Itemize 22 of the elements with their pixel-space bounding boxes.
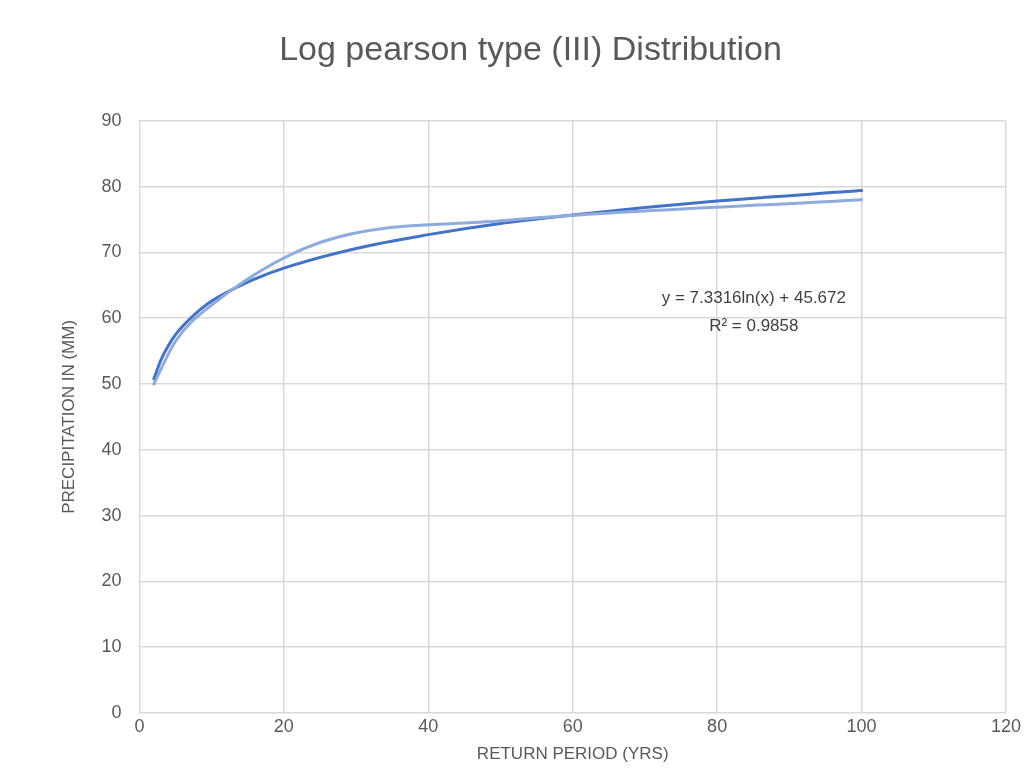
annotation: y = 7.3316ln(x) + 45.672 bbox=[661, 288, 846, 308]
y-tick-label: 60 bbox=[101, 307, 122, 328]
x-axis-title: RETURN PERIOD (YRS) bbox=[476, 744, 669, 764]
x-tick-label: 120 bbox=[990, 715, 1022, 736]
y-tick-label: 10 bbox=[101, 636, 122, 657]
y-tick-label: 90 bbox=[101, 109, 122, 130]
y-tick-label: 50 bbox=[101, 372, 122, 393]
y-tick-label: 80 bbox=[101, 175, 122, 196]
x-tick-label: 40 bbox=[418, 715, 439, 736]
y-tick-label: 40 bbox=[101, 438, 122, 459]
y-axis-title: PRECIPITATION IN (MM) bbox=[58, 319, 78, 514]
x-tick-label: 20 bbox=[273, 715, 294, 736]
chart-title: Log pearson type (III) Distribution bbox=[279, 28, 782, 67]
x-tick-label: 0 bbox=[134, 715, 145, 736]
x-tick-label: 80 bbox=[707, 715, 728, 736]
y-tick-label: 70 bbox=[101, 241, 122, 262]
x-tick-label: 100 bbox=[846, 715, 877, 736]
x-tick-label: 60 bbox=[562, 715, 583, 736]
annotation: R² = 0.9858 bbox=[709, 316, 799, 336]
y-tick-label: 0 bbox=[111, 701, 122, 722]
y-tick-label: 20 bbox=[101, 570, 122, 591]
y-tick-label: 30 bbox=[101, 504, 122, 525]
